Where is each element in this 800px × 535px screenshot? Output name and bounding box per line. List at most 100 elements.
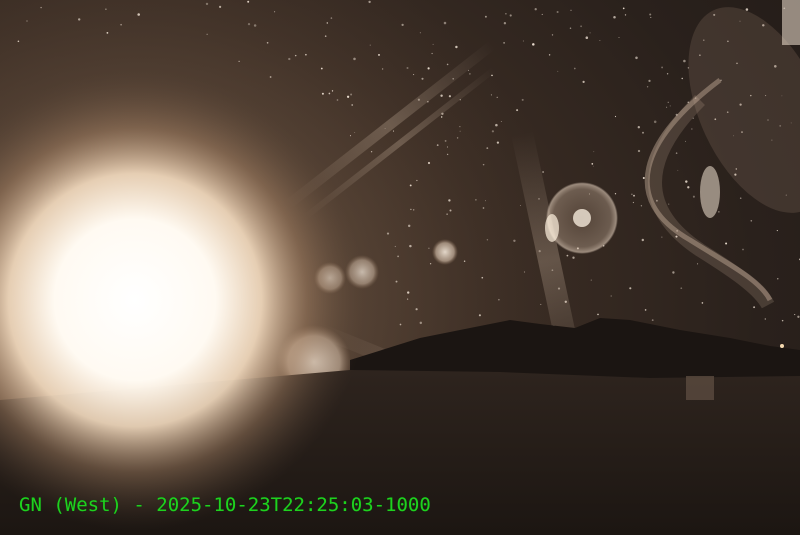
star: [395, 280, 398, 283]
star: [369, 44, 371, 46]
star: [629, 287, 632, 290]
star: [413, 74, 415, 76]
star: [777, 278, 779, 280]
star: [410, 208, 412, 211]
star: [353, 57, 356, 61]
star: [320, 67, 323, 70]
star: [331, 90, 334, 92]
star: [713, 13, 716, 16]
star: [427, 67, 430, 70]
lens-flare-arc: [644, 78, 773, 302]
star: [401, 23, 404, 27]
star: [516, 109, 519, 112]
star: [618, 36, 620, 39]
star: [672, 271, 675, 274]
star: [727, 40, 729, 43]
star: [436, 144, 439, 146]
star: [582, 80, 585, 84]
star: [734, 173, 737, 176]
star: [590, 279, 592, 281]
star: [685, 180, 688, 183]
star: [771, 139, 773, 141]
star: [646, 86, 649, 88]
star: [637, 126, 640, 129]
star: [394, 245, 396, 248]
star: [495, 123, 498, 127]
star: [519, 205, 521, 206]
star: [368, 0, 371, 4]
star: [448, 95, 451, 98]
star: [750, 94, 752, 97]
star: [496, 96, 498, 98]
milky-way-haze: [688, 7, 800, 213]
star: [661, 236, 663, 238]
star: [446, 153, 449, 156]
star: [446, 213, 448, 215]
star: [321, 92, 324, 95]
star: [370, 151, 373, 153]
star: [446, 146, 448, 148]
star: [585, 36, 589, 39]
star: [661, 66, 664, 69]
star: [591, 163, 594, 165]
star: [776, 230, 778, 232]
star: [336, 99, 339, 101]
star: [764, 318, 766, 320]
star: [386, 232, 390, 235]
star: [456, 137, 459, 139]
star: [532, 43, 535, 46]
star: [599, 39, 601, 41]
star: [409, 184, 412, 187]
star: [490, 94, 492, 96]
star: [681, 77, 683, 80]
star: [481, 276, 484, 279]
star: [459, 126, 461, 128]
star: [446, 63, 449, 66]
star: [739, 20, 741, 22]
star: [120, 23, 122, 26]
star: [407, 224, 411, 228]
star: [486, 147, 489, 150]
star: [509, 14, 512, 17]
star: [675, 113, 678, 116]
star: [444, 139, 447, 142]
star: [781, 319, 784, 322]
star: [739, 103, 742, 106]
star: [631, 193, 633, 195]
star: [427, 161, 431, 165]
star: [648, 79, 651, 83]
star: [597, 313, 599, 316]
star: [572, 256, 575, 259]
star: [779, 124, 782, 127]
star: [668, 203, 670, 205]
star: [669, 105, 671, 107]
star: [742, 248, 744, 251]
star: [137, 13, 140, 16]
star: [443, 21, 447, 25]
star: [580, 25, 583, 28]
star: [774, 65, 777, 68]
star: [733, 135, 735, 137]
star: [407, 291, 410, 294]
lens-flare-spot: [545, 214, 559, 242]
star: [486, 239, 489, 241]
star: [247, 22, 251, 26]
star: [666, 106, 668, 108]
star: [687, 67, 690, 69]
star: [429, 263, 432, 265]
star: [692, 195, 695, 198]
star: [726, 111, 729, 114]
structure: [686, 376, 714, 400]
star: [573, 67, 576, 70]
star: [644, 309, 647, 311]
star: [641, 238, 645, 242]
star: [556, 10, 559, 14]
star: [305, 53, 307, 56]
lens-flare-core: [573, 209, 591, 227]
bright-light-glare: [0, 70, 365, 530]
star: [440, 94, 443, 97]
star: [491, 130, 495, 133]
star: [622, 7, 625, 10]
star: [431, 52, 433, 55]
